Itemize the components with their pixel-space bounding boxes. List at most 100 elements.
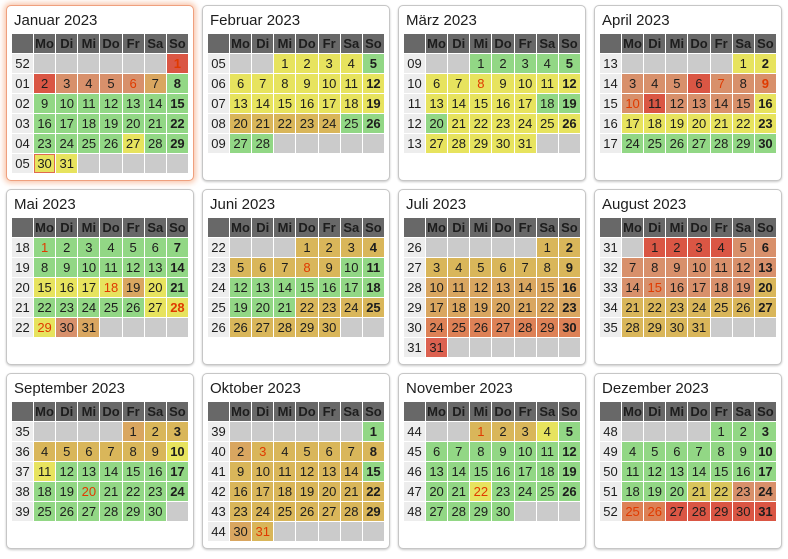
day-cell[interactable]: 9 xyxy=(56,258,78,277)
day-cell[interactable]: 22 xyxy=(274,114,296,133)
day-cell[interactable]: 19 xyxy=(122,278,144,297)
day-cell[interactable]: 31 xyxy=(56,154,78,173)
day-cell[interactable]: 12 xyxy=(56,462,78,481)
day-cell[interactable]: 27 xyxy=(688,134,710,153)
day-cell[interactable]: 7 xyxy=(448,74,470,93)
day-cell[interactable]: 7 xyxy=(166,238,188,257)
day-cell[interactable]: 8 xyxy=(362,442,384,461)
day-cell[interactable]: 5 xyxy=(296,442,318,461)
day-cell[interactable]: 13 xyxy=(78,462,100,481)
day-cell[interactable]: 9 xyxy=(230,462,252,481)
day-cell[interactable]: 9 xyxy=(492,74,514,93)
day-cell[interactable]: 11 xyxy=(362,258,384,277)
day-cell[interactable]: 2 xyxy=(732,422,754,441)
day-cell[interactable]: 24 xyxy=(166,482,188,501)
day-cell[interactable]: 4 xyxy=(644,74,666,93)
day-cell[interactable]: 5 xyxy=(470,258,492,277)
day-cell[interactable]: 8 xyxy=(710,442,732,461)
day-cell[interactable]: 8 xyxy=(732,74,754,93)
day-cell[interactable]: 20 xyxy=(666,482,688,501)
day-cell[interactable]: 2 xyxy=(56,238,78,257)
day-cell[interactable]: 23 xyxy=(732,482,754,501)
day-cell[interactable]: 1 xyxy=(296,238,318,257)
day-cell[interactable]: 14 xyxy=(448,462,470,481)
day-cell[interactable]: 14 xyxy=(688,462,710,481)
day-cell[interactable]: 21 xyxy=(622,298,644,317)
day-cell[interactable]: 7 xyxy=(340,442,362,461)
day-cell[interactable]: 24 xyxy=(514,482,536,501)
day-cell[interactable]: 9 xyxy=(296,74,318,93)
day-cell[interactable]: 15 xyxy=(710,462,732,481)
day-cell[interactable]: 10 xyxy=(688,258,710,277)
day-cell[interactable]: 28 xyxy=(622,318,644,337)
day-cell[interactable]: 27 xyxy=(666,502,688,521)
day-cell[interactable]: 15 xyxy=(470,94,492,113)
day-cell[interactable]: 1 xyxy=(34,238,56,257)
day-cell[interactable]: 4 xyxy=(362,238,384,257)
day-cell[interactable]: 17 xyxy=(340,278,362,297)
day-cell[interactable]: 12 xyxy=(296,462,318,481)
day-cell[interactable]: 18 xyxy=(536,94,558,113)
day-cell[interactable]: 27 xyxy=(318,502,340,521)
day-cell[interactable]: 23 xyxy=(296,114,318,133)
day-cell[interactable]: 29 xyxy=(122,502,144,521)
day-cell[interactable]: 3 xyxy=(166,422,188,441)
day-cell[interactable]: 22 xyxy=(470,482,492,501)
day-cell[interactable]: 6 xyxy=(426,74,448,93)
day-cell[interactable]: 4 xyxy=(536,54,558,73)
day-cell[interactable]: 26 xyxy=(558,114,580,133)
day-cell[interactable]: 22 xyxy=(362,482,384,501)
day-cell[interactable]: 19 xyxy=(470,298,492,317)
day-cell[interactable]: 13 xyxy=(230,94,252,113)
day-cell[interactable]: 26 xyxy=(230,318,252,337)
day-cell[interactable]: 25 xyxy=(78,134,100,153)
day-cell[interactable]: 30 xyxy=(230,522,252,541)
day-cell[interactable]: 28 xyxy=(710,134,732,153)
day-cell[interactable]: 23 xyxy=(230,502,252,521)
day-cell[interactable]: 11 xyxy=(536,74,558,93)
day-cell[interactable]: 12 xyxy=(122,258,144,277)
day-cell[interactable]: 23 xyxy=(492,114,514,133)
day-cell[interactable]: 27 xyxy=(78,502,100,521)
day-cell[interactable]: 8 xyxy=(644,258,666,277)
day-cell[interactable]: 5 xyxy=(100,74,122,93)
day-cell[interactable]: 8 xyxy=(470,442,492,461)
day-cell[interactable]: 11 xyxy=(274,462,296,481)
day-cell[interactable]: 20 xyxy=(252,298,274,317)
day-cell[interactable]: 30 xyxy=(318,318,340,337)
day-cell[interactable]: 20 xyxy=(426,482,448,501)
day-cell[interactable]: 3 xyxy=(78,238,100,257)
day-cell[interactable]: 22 xyxy=(710,482,732,501)
day-cell[interactable]: 14 xyxy=(448,94,470,113)
day-cell[interactable]: 3 xyxy=(688,238,710,257)
day-cell[interactable]: 31 xyxy=(426,338,448,357)
day-cell[interactable]: 11 xyxy=(622,462,644,481)
day-cell[interactable]: 31 xyxy=(754,502,776,521)
day-cell[interactable]: 12 xyxy=(644,462,666,481)
day-cell[interactable]: 20 xyxy=(144,278,166,297)
day-cell[interactable]: 16 xyxy=(318,278,340,297)
day-cell[interactable]: 18 xyxy=(448,298,470,317)
day-cell[interactable]: 21 xyxy=(710,114,732,133)
day-cell[interactable]: 30 xyxy=(492,134,514,153)
day-cell[interactable]: 14 xyxy=(144,94,166,113)
day-cell[interactable]: 15 xyxy=(296,278,318,297)
day-cell[interactable]: 28 xyxy=(448,502,470,521)
day-cell[interactable]: 9 xyxy=(318,258,340,277)
day-cell[interactable]: 31 xyxy=(688,318,710,337)
day-cell[interactable]: 2 xyxy=(754,54,776,73)
day-cell[interactable]: 14 xyxy=(622,278,644,297)
day-cell[interactable]: 19 xyxy=(296,482,318,501)
day-cell[interactable]: 19 xyxy=(732,278,754,297)
day-cell[interactable]: 22 xyxy=(470,114,492,133)
day-cell[interactable]: 9 xyxy=(558,258,580,277)
day-cell[interactable]: 7 xyxy=(274,258,296,277)
day-cell[interactable]: 23 xyxy=(34,134,56,153)
day-cell[interactable]: 10 xyxy=(78,258,100,277)
day-cell[interactable]: 22 xyxy=(166,114,188,133)
day-cell[interactable]: 17 xyxy=(426,298,448,317)
day-cell[interactable]: 13 xyxy=(318,462,340,481)
day-cell[interactable]: 14 xyxy=(514,278,536,297)
day-cell[interactable]: 19 xyxy=(666,114,688,133)
day-cell[interactable]: 22 xyxy=(296,298,318,317)
